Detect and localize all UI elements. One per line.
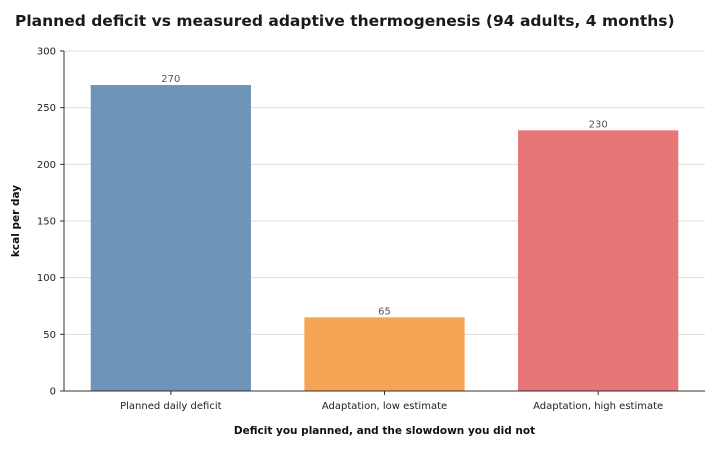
data-label: 65	[378, 306, 391, 317]
x-tick-label: Adaptation, high estimate	[533, 401, 663, 412]
y-tick-label: 100	[37, 273, 56, 284]
x-tick-label: Adaptation, low estimate	[322, 401, 447, 412]
data-label: 270	[161, 74, 180, 85]
y-tick-label: 250	[37, 103, 56, 114]
data-label: 230	[589, 119, 608, 130]
x-axis-ticks: Planned daily deficit Adaptation, low est…	[120, 391, 663, 412]
y-axis-title: kcal per day	[10, 185, 22, 257]
data-labels: 270 65 230	[161, 74, 607, 317]
y-tick-label: 0	[50, 387, 56, 398]
y-axis-ticks: 0 50 100 150 200 250 300	[37, 47, 64, 398]
chart-title: Planned deficit vs measured adaptive the…	[15, 12, 675, 30]
y-tick-label: 300	[37, 47, 56, 58]
bar	[90, 85, 251, 391]
bars	[90, 85, 679, 392]
x-axis-title: Deficit you planned, and the slowdown yo…	[234, 425, 535, 437]
y-tick-label: 50	[43, 330, 56, 341]
x-tick-label: Planned daily deficit	[120, 401, 221, 412]
y-tick-label: 150	[37, 217, 56, 228]
bar	[304, 317, 465, 391]
y-tick-label: 200	[37, 160, 56, 171]
bar	[518, 130, 679, 392]
